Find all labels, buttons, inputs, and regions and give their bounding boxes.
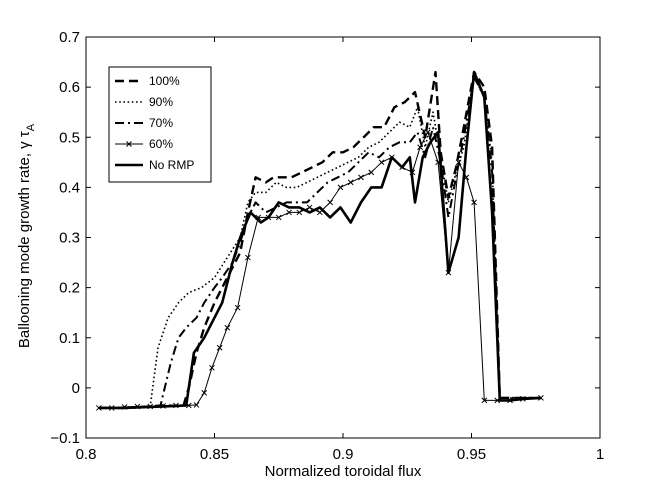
y-tick-label: 0.1 (59, 330, 80, 347)
y-tick-label: 0.6 (59, 79, 80, 96)
series-point-marker (347, 179, 354, 186)
series-point-marker (216, 344, 223, 351)
series-point-marker (193, 402, 200, 408)
legend-label: 90% (149, 95, 173, 109)
series-point-marker (378, 159, 385, 166)
series-point-marker (234, 304, 241, 311)
series-point-marker (95, 405, 102, 411)
legend-label: 100% (149, 74, 180, 88)
legend-marker (126, 141, 132, 147)
series-point-marker (368, 169, 375, 176)
x-tick-label: 0.8 (76, 446, 97, 463)
series-layer (95, 70, 544, 411)
series-point-marker (306, 204, 313, 211)
legend-label: 70% (149, 116, 173, 130)
y-tick-label: 0.3 (59, 230, 80, 247)
series-point-marker (358, 174, 364, 181)
x-axis-label: Normalized toroidal flux (265, 463, 422, 480)
series-line (98, 76, 541, 409)
y-tick-label: 0.4 (59, 179, 80, 196)
x-tick-label: 0.95 (457, 446, 486, 463)
y-axis-label: Ballooning mode growth rate, γ τA (16, 123, 37, 348)
axis-ticks: 0.8 0.85 0.9 0.95 1 −0.1 0 0.1 0.2 0.3 0.4 0.5 0.6 0.… (50, 29, 604, 463)
x-tick-label: 1 (596, 446, 604, 463)
series-line (98, 76, 541, 409)
series-point-marker (245, 254, 251, 261)
series-point-marker (286, 209, 292, 216)
legend-label: No RMP (149, 158, 194, 172)
series-point-marker (455, 159, 462, 166)
series-point-marker (337, 184, 344, 191)
series-point-marker (481, 397, 488, 404)
series-point-marker (296, 209, 303, 216)
series-point-marker (201, 390, 208, 396)
y-tick-label: −0.1 (50, 430, 80, 447)
x-tick-label: 0.9 (333, 446, 354, 463)
y-tick-label: 0.7 (59, 29, 80, 46)
y-tick-label: 0.5 (59, 129, 80, 146)
legend-box (108, 66, 212, 183)
legend: 100% 90% 70% 60% No RMP (108, 66, 212, 183)
y-axis-label-main: Ballooning mode growth rate, γ τ (16, 131, 33, 348)
y-tick-label: 0 (72, 380, 80, 397)
series-point-marker (224, 324, 231, 331)
legend-label: 60% (149, 137, 173, 151)
y-tick-label: 0.2 (59, 280, 80, 297)
y-axis-label-subscript: A (25, 123, 37, 131)
series-point-marker (275, 214, 282, 221)
series-line (98, 70, 541, 410)
series-point-marker (209, 364, 215, 371)
series-point-marker (327, 199, 334, 206)
series-point-marker (471, 199, 477, 206)
series-point-marker (424, 129, 431, 136)
series-point-marker (417, 144, 423, 151)
x-tick-label: 0.85 (200, 446, 229, 463)
